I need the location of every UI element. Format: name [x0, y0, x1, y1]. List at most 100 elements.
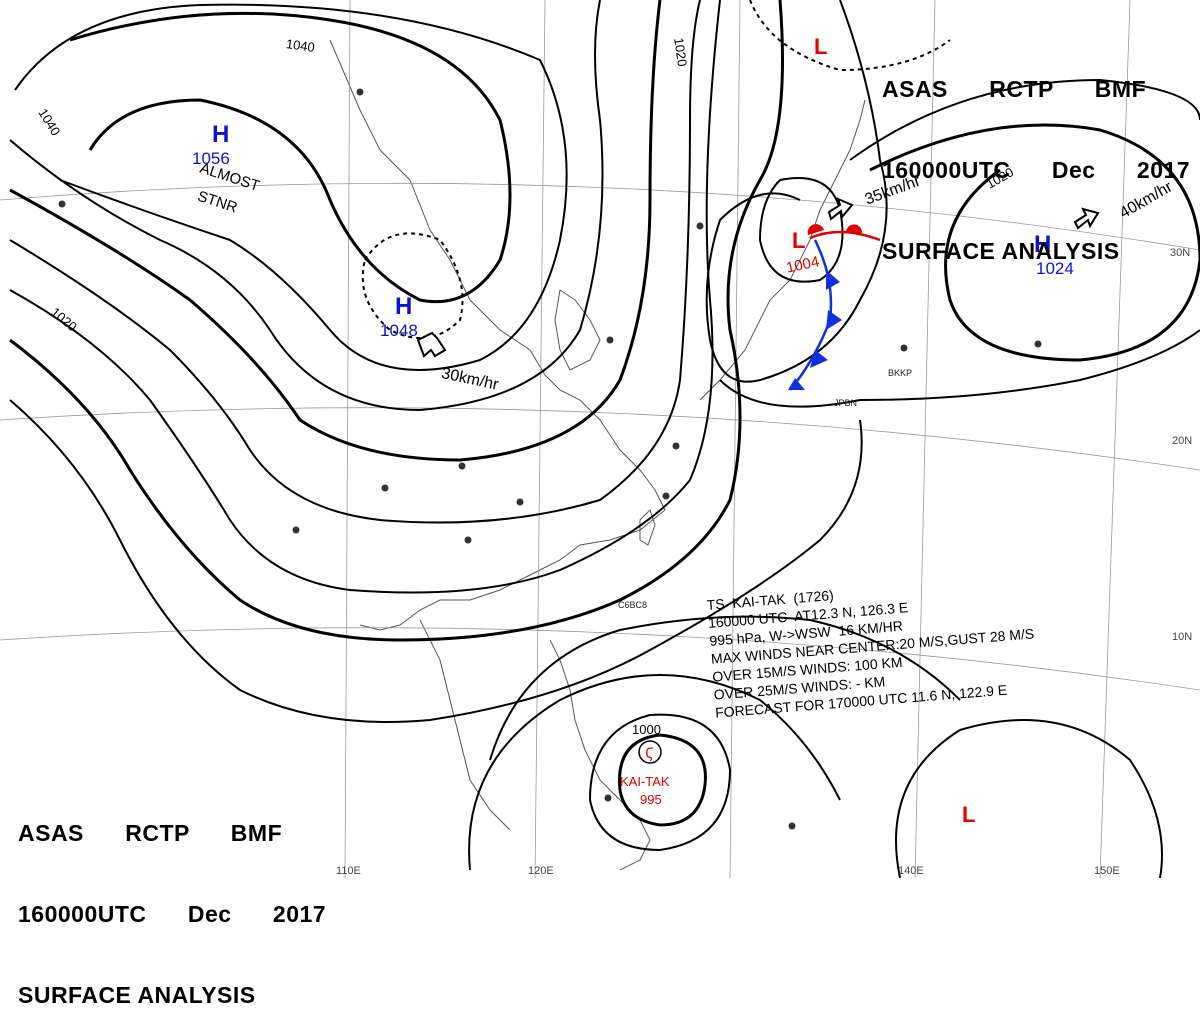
header-month: Dec — [187, 901, 232, 927]
typhoon-marker: Ϛ KAI-TAK 995 — [620, 740, 670, 807]
header-station: RCTP — [989, 76, 1054, 102]
isobar — [618, 733, 707, 827]
warm-front-bump — [846, 224, 863, 233]
motion-speed-label: 30km/hr — [440, 365, 501, 394]
japan-coast — [699, 99, 866, 401]
high-center-letter: H — [212, 121, 229, 148]
meridian-140e — [914, 0, 936, 878]
header-code: BMF — [230, 820, 283, 846]
isobar — [9, 399, 863, 723]
header-time: 160000UTC — [882, 157, 1011, 183]
high-center-value: 1048 — [380, 321, 418, 340]
taiwan-coast — [639, 509, 656, 546]
station-marker — [606, 336, 614, 344]
isobar-label: 1000 — [632, 722, 661, 737]
cold-front-barb — [826, 270, 840, 290]
low-center-letter: L — [962, 802, 975, 827]
station-marker — [900, 344, 908, 352]
isobar-layer — [9, 0, 1200, 878]
station-id-label: BKKP — [888, 368, 912, 378]
map-header-top: ASAS RCTP BMF 160000UTC Dec 2017 SURFACE… — [882, 22, 1190, 292]
isobar-dashed — [361, 232, 464, 339]
isobar — [758, 177, 844, 283]
station-marker — [662, 492, 670, 500]
korea-coast — [554, 289, 601, 371]
station-id-label: C6BC8 — [618, 600, 647, 610]
isobar-labels: 1040 1040 1020 1020 1020 1000 — [35, 36, 1016, 737]
station-marker — [516, 498, 524, 506]
low-center-letter: L — [814, 34, 827, 59]
stationary-note: ALMOST STNR — [195, 160, 261, 217]
header-code: BMF — [1094, 76, 1147, 102]
cold-front-barb — [810, 350, 828, 368]
longitude-label: 110E — [336, 865, 361, 877]
motion-arrow-icon — [827, 197, 854, 221]
station-marker — [1034, 340, 1042, 348]
surface-analysis-map: H 1056 H 1048 H 1024 L 1004 L L 1040 104… — [0, 0, 1200, 878]
header-time: 160000UTC — [18, 901, 147, 927]
meridian-110e — [344, 0, 351, 878]
high-center-value: 1056 — [192, 149, 230, 168]
typhoon-pressure-label: 995 — [640, 792, 662, 807]
station-marker — [356, 88, 364, 96]
typhoon-name-label: KAI-TAK — [620, 774, 670, 789]
header-year: 2017 — [272, 901, 327, 927]
longitude-label: 150E — [1094, 865, 1120, 877]
isobar — [719, 329, 1200, 408]
isobar-label: 1040 — [35, 106, 63, 138]
motion-arrow-icon — [1073, 207, 1100, 230]
header-line-3: SURFACE ANALYSIS — [18, 982, 256, 1008]
isobar — [705, 0, 888, 383]
low-center-value: 1004 — [785, 253, 821, 277]
philippines-coast — [549, 639, 651, 871]
header-agency: ASAS — [18, 820, 84, 846]
header-agency: ASAS — [882, 76, 948, 102]
parallel-30n — [0, 182, 1200, 251]
header-line-2: 160000UTC Dec 2017 — [18, 901, 326, 928]
meridian-130e — [729, 0, 741, 878]
header-line-3: SURFACE ANALYSIS — [882, 238, 1120, 264]
station-marker — [381, 484, 389, 492]
header-year: 2017 — [1136, 157, 1191, 183]
isobar — [9, 0, 604, 412]
header-station: RCTP — [125, 820, 190, 846]
map-header-bottom: ASAS RCTP BMF 160000UTC Dec 2017 SURFACE… — [18, 766, 326, 1036]
isobar-label: 1020 — [671, 37, 690, 68]
header-line-1: ASAS RCTP BMF — [882, 76, 1190, 103]
isobar — [14, 3, 568, 371]
high-center-letter: H — [1034, 231, 1051, 258]
station-marker — [788, 822, 796, 830]
isobar — [69, 11, 512, 304]
isobar — [9, 0, 701, 524]
latitude-label: 10N — [1172, 631, 1192, 643]
pressure-centers: H 1056 H 1048 H 1024 L 1004 L L — [192, 34, 1074, 827]
cold-front-barb — [826, 310, 842, 330]
isobar — [869, 123, 1200, 362]
high-center-letter: H — [395, 293, 412, 320]
tropical-storm-icon: Ϛ — [645, 746, 654, 762]
longitude-label: 140E — [898, 865, 924, 877]
station-marker — [464, 536, 472, 544]
isobar-label: 1020 — [48, 304, 80, 334]
header-line-2: 160000UTC Dec 2017 — [882, 157, 1190, 184]
longitude-label: 120E — [528, 865, 554, 877]
station-id-label: JPBN — [834, 398, 857, 408]
china-coast — [329, 39, 666, 631]
warm-front-bump — [807, 224, 824, 235]
cold-front-barb — [788, 378, 805, 390]
isobar — [9, 0, 721, 594]
low-center-letter: L — [792, 228, 805, 253]
station-plot-layer — [58, 88, 1042, 830]
isobar-dashed — [749, 0, 951, 72]
isobar — [589, 713, 732, 852]
station-marker — [58, 200, 66, 208]
station-marker — [604, 794, 612, 802]
header-line-1: ASAS RCTP BMF — [18, 820, 326, 847]
isobar — [849, 78, 1200, 161]
station-marker — [458, 462, 466, 470]
meridian-120e — [534, 0, 546, 878]
stationary-note-line: STNR — [195, 188, 239, 217]
station-marker — [696, 222, 704, 230]
high-center-value: 1024 — [1036, 259, 1074, 278]
meridian-150e — [1099, 0, 1131, 878]
